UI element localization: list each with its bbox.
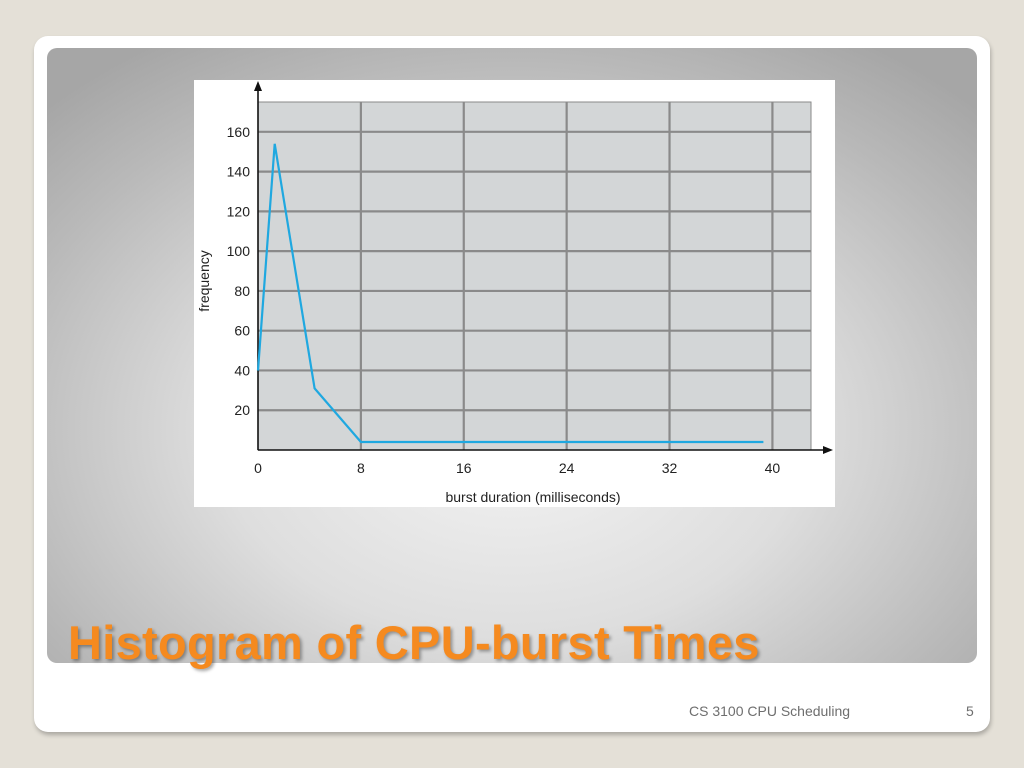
footer-text: CS 3100 CPU Scheduling — [689, 703, 851, 719]
chart-container: 0 8 16 24 32 40 20 40 60 80 100 120 140 160 burst du… — [194, 80, 835, 507]
x-tick-label: 8 — [357, 460, 365, 476]
y-axis-arrow — [254, 81, 262, 91]
y-axis-label: frequency — [196, 250, 212, 311]
x-tick-label: 16 — [456, 460, 472, 476]
x-axis-label: burst duration (milliseconds) — [445, 489, 620, 505]
page-number: 5 — [966, 703, 974, 719]
grid-lines — [258, 102, 811, 450]
x-tick-label: 24 — [559, 460, 575, 476]
burst-histogram-chart: 0 8 16 24 32 40 20 40 60 80 100 120 140 160 burst du… — [196, 81, 833, 505]
x-tick-label: 32 — [662, 460, 678, 476]
y-tick-label: 40 — [234, 362, 250, 378]
y-tick-label: 80 — [234, 283, 250, 299]
y-tick-label: 160 — [227, 124, 251, 140]
slide-title: Histogram of CPU-burst Times — [68, 616, 760, 669]
x-tick-label: 0 — [254, 460, 262, 476]
y-tick-label: 140 — [227, 164, 251, 180]
x-tick-labels: 0 8 16 24 32 40 — [254, 460, 780, 476]
y-tick-label: 20 — [234, 402, 250, 418]
series-line — [256, 143, 764, 444]
y-tick-label: 120 — [227, 203, 251, 219]
y-tick-labels: 20 40 60 80 100 120 140 160 — [227, 124, 251, 418]
x-tick-label: 40 — [765, 460, 781, 476]
plot-area — [257, 101, 812, 451]
axes — [254, 81, 833, 454]
y-tick-label: 60 — [234, 323, 250, 339]
x-axis-arrow — [823, 446, 833, 454]
y-tick-label: 100 — [227, 243, 251, 259]
